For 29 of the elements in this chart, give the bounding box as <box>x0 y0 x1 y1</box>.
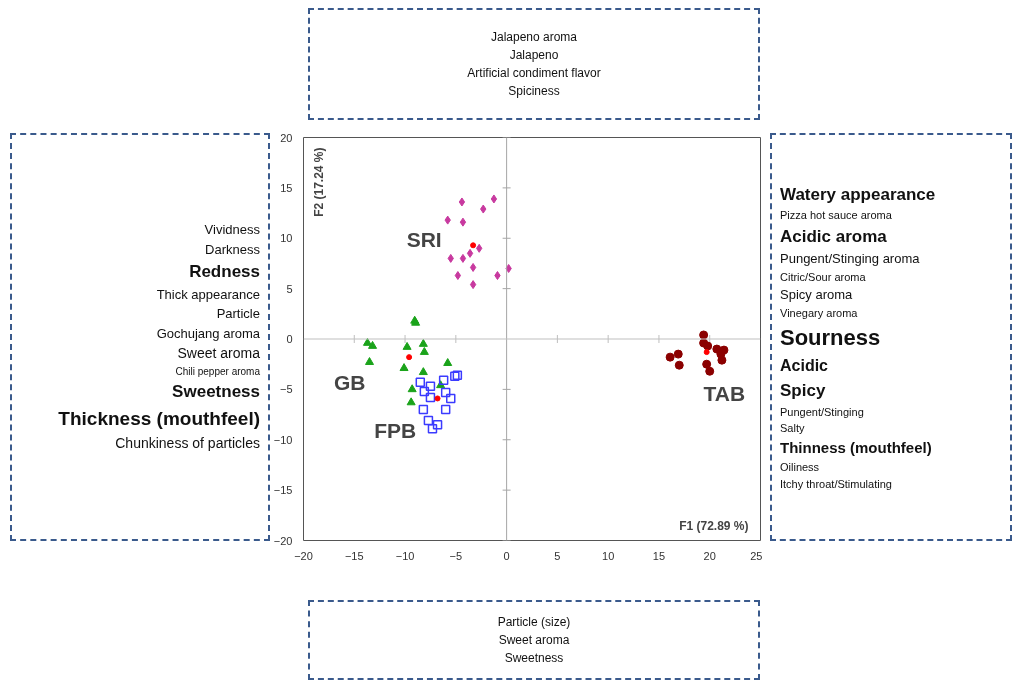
series-label: SRI <box>406 228 442 252</box>
text: Particle (size) Sweet aroma Sweetness <box>496 614 572 667</box>
y-tick-label: 0 <box>286 333 293 345</box>
y-tick-label: −10 <box>273 433 293 446</box>
x-tick-label: 0 <box>503 549 510 562</box>
x-tick-label: 5 <box>554 549 561 562</box>
y-axis-title: F2 (17.24 %) <box>311 147 326 217</box>
series-label: TAB <box>703 381 746 405</box>
text: Jalapeno aroma Jalapeno Artificial condiment flavor Spiciness <box>466 29 602 100</box>
y-tick-label: 15 <box>280 181 293 194</box>
series-label: GB <box>333 371 366 394</box>
text: Watery appearance Pizza hot sauce aroma Acidic aroma Pungent/Stinging aroma Citric/Sour aroma Spicy aroma Vinegary aroma Sourness Acidic Spicy Pungent/Stinging Salty Thinness (mouthfeel) Oiliness Itchy throat/Stimulating <box>780 184 936 490</box>
y-tick-label: 5 <box>286 282 293 295</box>
x-axis-title: F1 (72.89 %) <box>679 518 749 533</box>
x-tick-label: 20 <box>703 549 716 562</box>
x-tick-label: 15 <box>652 549 666 562</box>
x-tick-label: −15 <box>344 549 364 562</box>
x-tick-label: −10 <box>395 549 415 562</box>
text: Vividness Darkness Redness Thick appearance Particle Gochujang aroma Sweet aroma Chili pepper aroma Sweetness Thickness (mouthfeel) Chunkiness of particles <box>58 222 260 451</box>
y-tick-label: −20 <box>273 534 293 547</box>
x-tick-label: −5 <box>449 549 463 562</box>
y-tick-label: −5 <box>279 383 293 396</box>
y-tick-label: 10 <box>280 232 293 245</box>
x-tick-label: 10 <box>602 549 615 562</box>
series-label: FPB <box>374 418 417 442</box>
y-tick-label: 20 <box>280 131 293 144</box>
y-tick-label: −15 <box>273 484 293 497</box>
x-tick-label: −20 <box>294 549 313 562</box>
x-tick-label: 25 <box>750 549 763 562</box>
